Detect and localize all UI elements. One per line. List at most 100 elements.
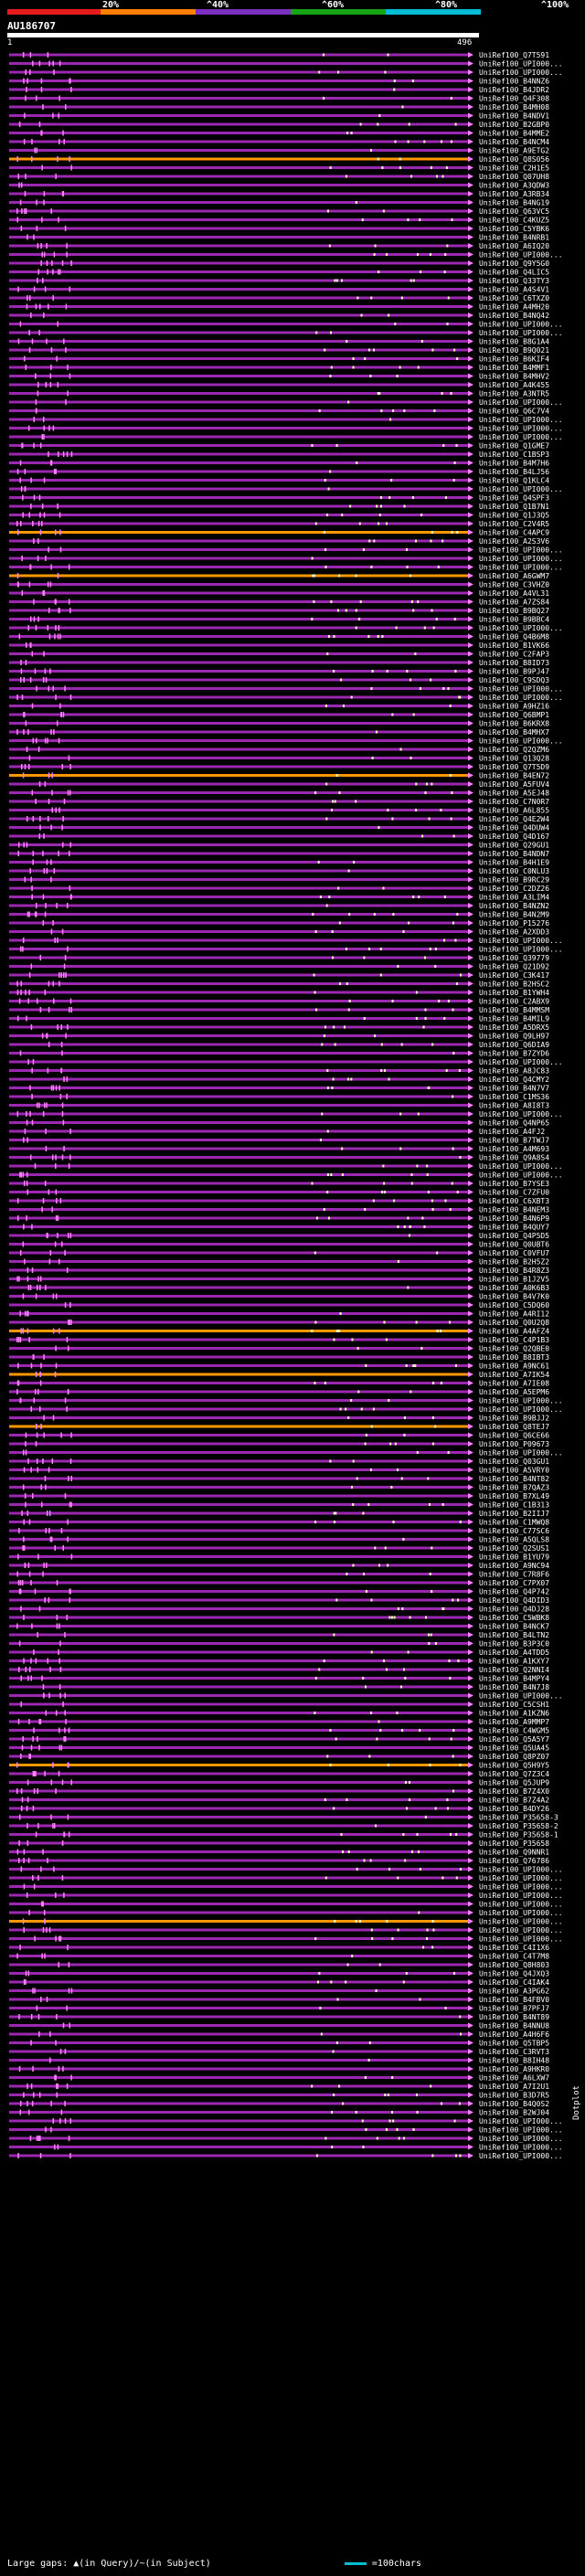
hit-row[interactable]: UniRef100_C5YBK6 — [9, 225, 549, 233]
hit-row[interactable]: UniRef100_UPI000... — [9, 1918, 563, 1926]
hit-row[interactable]: UniRef100_B4V7K0 — [9, 1293, 549, 1301]
hit-label[interactable]: UniRef100_B7YSE3 — [479, 1180, 549, 1188]
hit-label[interactable]: UniRef100_Q2QZM6 — [479, 746, 549, 754]
hit-label[interactable]: UniRef100_A5EPM6 — [479, 1388, 549, 1396]
hit-row[interactable]: UniRef100_C4WGM5 — [9, 1727, 549, 1735]
hit-label[interactable]: UniRef100_C5DQ60 — [479, 1301, 549, 1309]
hit-label[interactable]: UniRef100_C77SC6 — [479, 1527, 549, 1535]
hit-label[interactable]: UniRef100_UPI000... — [479, 1866, 563, 1874]
hit-label[interactable]: UniRef100_C1BSP3 — [479, 451, 549, 459]
hit-row[interactable]: UniRef100_A9MMP7 — [9, 1718, 549, 1726]
hit-row[interactable]: UniRef100_Q1J3Q5 — [9, 512, 549, 520]
hit-label[interactable]: UniRef100_B9PJ47 — [479, 668, 549, 676]
hit-label[interactable]: UniRef100_Q33TY3 — [479, 277, 549, 285]
hit-row[interactable]: UniRef100_UPI000... — [9, 1935, 563, 1944]
hit-row[interactable]: UniRef100_B4N7J8 — [9, 1683, 549, 1691]
hit-row[interactable]: UniRef100_B4NNU8 — [9, 2022, 549, 2030]
hit-label[interactable]: UniRef100_Q0UBT6 — [479, 1241, 549, 1249]
hit-label[interactable]: UniRef100_Q1J3Q5 — [479, 512, 549, 520]
hit-label[interactable]: UniRef100_UPI000... — [479, 485, 563, 493]
hit-row[interactable]: UniRef100_B7XL49 — [9, 1492, 549, 1500]
hit-row[interactable]: UniRef100_B2H5Z2 — [9, 1258, 549, 1267]
hit-row[interactable]: UniRef100_UPI000... — [9, 1901, 563, 1909]
hit-label[interactable]: UniRef100_C3VHZ0 — [479, 581, 549, 589]
hit-row[interactable]: UniRef100_Q4P5D5 — [9, 1232, 549, 1240]
hit-row[interactable]: UniRef100_C7ZFU0 — [9, 1189, 549, 1197]
hit-label[interactable]: UniRef100_B4NCM4 — [479, 138, 549, 146]
hit-label[interactable]: UniRef100_A6LXW7 — [479, 2074, 549, 2083]
hit-label[interactable]: UniRef100_B4NG19 — [479, 199, 549, 207]
hit-label[interactable]: UniRef100_B7QAZ3 — [479, 1484, 549, 1492]
hit-row[interactable]: UniRef100_Q7T591 — [9, 51, 549, 59]
hit-row[interactable]: UniRef100_A4K455 — [9, 381, 549, 389]
hit-label[interactable]: UniRef100_Q5JUP9 — [479, 1779, 549, 1787]
hit-label[interactable]: UniRef100_P09673 — [479, 1440, 549, 1448]
hit-label[interactable]: UniRef100_C4APC9 — [479, 529, 549, 537]
hit-row[interactable]: UniRef100_A2S3V6 — [9, 537, 549, 546]
hit-row[interactable]: UniRef100_Q39779 — [9, 954, 549, 962]
hit-label[interactable]: UniRef100_B4NZN2 — [479, 902, 549, 910]
hit-label[interactable]: UniRef100_P35658-2 — [479, 1822, 558, 1830]
hit-row[interactable]: UniRef100_B4NG19 — [9, 199, 549, 207]
hit-row[interactable]: UniRef100_C77SC6 — [9, 1527, 549, 1535]
hit-label[interactable]: UniRef100_A7ZS84 — [479, 599, 549, 607]
hit-label[interactable]: UniRef100_B4MPY4 — [479, 1675, 549, 1683]
hit-label[interactable]: UniRef100_B8IBT3 — [479, 1353, 549, 1362]
hit-label[interactable]: UniRef100_UPI000... — [479, 433, 563, 441]
hit-row[interactable]: UniRef100_B4LTN2 — [9, 1631, 549, 1639]
hit-label[interactable]: UniRef100_B2H5Z2 — [479, 1258, 549, 1267]
hit-label[interactable]: UniRef100_UPI000... — [479, 1918, 563, 1926]
hit-label[interactable]: UniRef100_A3NTR5 — [479, 390, 549, 398]
hit-row[interactable]: UniRef100_B4MMF1 — [9, 364, 549, 372]
hit-label[interactable]: UniRef100_A5DRX5 — [479, 1023, 549, 1032]
hit-row[interactable]: UniRef100_A3LIM4 — [9, 894, 549, 902]
hit-label[interactable]: UniRef100_Q6BMP1 — [479, 711, 549, 719]
hit-label[interactable]: UniRef100_Q4DJ28 — [479, 1606, 549, 1614]
hit-row[interactable]: UniRef100_B9Q021 — [9, 346, 549, 355]
hit-label[interactable]: UniRef100_A4AFZ4 — [479, 1328, 549, 1336]
hit-row[interactable]: UniRef100_UPI000... — [9, 2152, 563, 2160]
hit-label[interactable]: UniRef100_B4MMSM — [479, 1006, 549, 1014]
hit-label[interactable]: UniRef100_UPI000... — [479, 1405, 563, 1414]
hit-row[interactable]: UniRef100_Q8S056 — [9, 155, 549, 164]
hit-row[interactable]: UniRef100_B4MME2 — [9, 130, 549, 138]
hit-label[interactable]: UniRef100_Q4NP65 — [479, 1119, 549, 1128]
hit-label[interactable]: UniRef100_Q63VC5 — [479, 207, 549, 216]
hit-row[interactable]: UniRef100_A7IE08 — [9, 1380, 549, 1388]
hit-row[interactable]: UniRef100_Q5TBP5 — [9, 2040, 549, 2048]
hit-label[interactable]: UniRef100_UPI000... — [479, 2117, 563, 2125]
hit-row[interactable]: UniRef100_UPI000... — [9, 937, 563, 945]
hit-label[interactable]: UniRef100_UPI000... — [479, 1692, 563, 1701]
hit-row[interactable]: UniRef100_C7R8F6 — [9, 1571, 549, 1579]
hit-row[interactable]: UniRef100_Q29GU1 — [9, 842, 549, 850]
hit-label[interactable]: UniRef100_UPI000... — [479, 1058, 563, 1066]
hit-label[interactable]: UniRef100_B4LJ56 — [479, 468, 549, 476]
hit-label[interactable]: UniRef100_UPI000... — [479, 694, 563, 702]
hit-label[interactable]: UniRef100_UPI000... — [479, 937, 563, 945]
hit-label[interactable]: UniRef100_UPI000... — [479, 321, 563, 329]
hit-row[interactable]: UniRef100_B4NQ42 — [9, 312, 549, 320]
hit-row[interactable]: UniRef100_C5DQ60 — [9, 1301, 549, 1309]
hit-row[interactable]: UniRef100_B8IH48 — [9, 2057, 549, 2065]
hit-label[interactable]: UniRef100_C2DZ26 — [479, 885, 549, 893]
hit-label[interactable]: UniRef100_Q4P5D5 — [479, 1232, 549, 1240]
hit-label[interactable]: UniRef100_B9BQ27 — [479, 607, 549, 615]
hit-label[interactable]: UniRef100_C2FAP3 — [479, 651, 549, 659]
hit-row[interactable]: UniRef100_B2WJ04 — [9, 2109, 549, 2117]
hit-row[interactable]: UniRef100_C4APC9 — [9, 529, 549, 537]
hit-label[interactable]: UniRef100_A5EJ48 — [479, 790, 549, 798]
hit-row[interactable]: UniRef100_B9BQ27 — [9, 607, 549, 615]
hit-row[interactable]: UniRef100_UPI000... — [9, 425, 563, 433]
hit-row[interactable]: UniRef100_Q33TY3 — [9, 277, 549, 285]
hit-row[interactable]: UniRef100_Q4DID3 — [9, 1596, 549, 1605]
hit-label[interactable]: UniRef100_UPI000... — [479, 1874, 563, 1882]
hit-row[interactable]: UniRef100_UPI000... — [9, 624, 563, 632]
hit-label[interactable]: UniRef100_A3QDW3 — [479, 182, 549, 190]
hit-label[interactable]: UniRef100_B4Q0S2 — [479, 2100, 549, 2108]
hit-label[interactable]: UniRef100_B2IIJ7 — [479, 1510, 549, 1518]
hit-row[interactable]: UniRef100_UPI000... — [9, 329, 563, 337]
hit-row[interactable]: UniRef100_B6KRX8 — [9, 720, 549, 728]
hit-row[interactable]: UniRef100_A1KZN6 — [9, 1710, 549, 1718]
hit-label[interactable]: UniRef100_UPI000... — [479, 546, 563, 555]
hit-label[interactable]: UniRef100_Q03GU1 — [479, 1458, 549, 1466]
